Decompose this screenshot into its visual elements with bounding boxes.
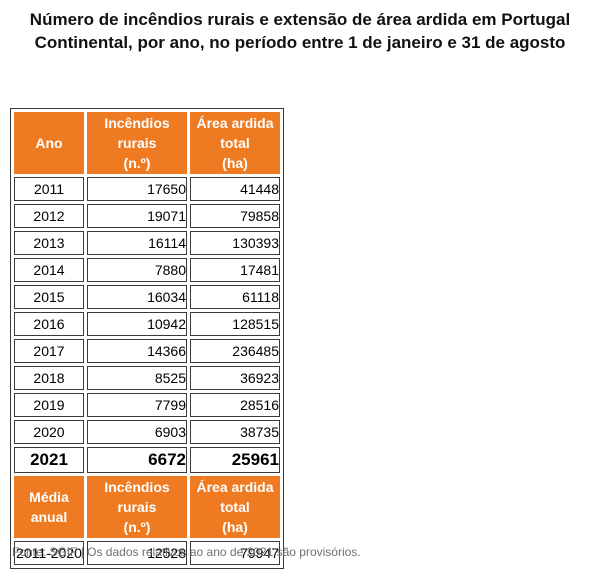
fires-cell: 16034 (87, 285, 187, 309)
footnote: Fonte: SGIF | Os dados relativos ao ano … (12, 545, 361, 559)
fires-table: Ano Incêndios rurais (n.º) Área ardida t… (10, 108, 284, 569)
year-cell: 2013 (14, 231, 84, 255)
header-fires: Incêndios rurais (n.º) (87, 112, 187, 174)
area-cell: 41448 (190, 177, 280, 201)
header-avg-area: Área ardida total (ha) (190, 476, 280, 538)
area-cell: 236485 (190, 339, 280, 363)
total-row: 2021 6672 25961 (14, 447, 280, 473)
fires-cell: 19071 (87, 204, 187, 228)
table-header-row: Ano Incêndios rurais (n.º) Área ardida t… (14, 112, 280, 174)
year-cell: 2017 (14, 339, 84, 363)
area-cell: 61118 (190, 285, 280, 309)
area-cell: 17481 (190, 258, 280, 282)
table-row: 2020 6903 38735 (14, 420, 280, 444)
header-average: Média anual (14, 476, 84, 538)
area-cell: 79858 (190, 204, 280, 228)
avg-header-row: Média anual Incêndios rurais (n.º) Área … (14, 476, 280, 538)
table-row: 2013 16114 130393 (14, 231, 280, 255)
table-row: 2017 14366 236485 (14, 339, 280, 363)
table-row: 2011 17650 41448 (14, 177, 280, 201)
total-fires-cell: 6672 (87, 447, 187, 473)
table-row: 2016 10942 128515 (14, 312, 280, 336)
title-line-2: Continental, por ano, no período entre 1… (34, 33, 566, 52)
total-area-cell: 25961 (190, 447, 280, 473)
area-cell: 130393 (190, 231, 280, 255)
area-cell: 38735 (190, 420, 280, 444)
avg-row: 2011-2020 12528 79947 (14, 541, 280, 565)
avg-period-cell: 2011-2020 (14, 541, 84, 565)
fires-cell: 14366 (87, 339, 187, 363)
area-cell: 36923 (190, 366, 280, 390)
year-cell: 2014 (14, 258, 84, 282)
fires-cell: 7880 (87, 258, 187, 282)
year-cell: 2016 (14, 312, 84, 336)
header-area: Área ardida total (ha) (190, 112, 280, 174)
header-year: Ano (14, 112, 84, 174)
year-cell: 2019 (14, 393, 84, 417)
page-title: Número de incêndios rurais e extensão de… (0, 8, 600, 54)
fires-cell: 6903 (87, 420, 187, 444)
year-cell: 2012 (14, 204, 84, 228)
fires-cell: 8525 (87, 366, 187, 390)
fires-cell: 16114 (87, 231, 187, 255)
title-line-1: Número de incêndios rurais e extensão de… (29, 10, 571, 29)
table-row: 2015 16034 61118 (14, 285, 280, 309)
table-row: 2019 7799 28516 (14, 393, 280, 417)
fires-cell: 7799 (87, 393, 187, 417)
area-cell: 28516 (190, 393, 280, 417)
total-year-cell: 2021 (14, 447, 84, 473)
fires-cell: 17650 (87, 177, 187, 201)
table-row: 2014 7880 17481 (14, 258, 280, 282)
year-cell: 2018 (14, 366, 84, 390)
table-row: 2018 8525 36923 (14, 366, 280, 390)
table-row: 2012 19071 79858 (14, 204, 280, 228)
year-cell: 2011 (14, 177, 84, 201)
fires-cell: 10942 (87, 312, 187, 336)
area-cell: 128515 (190, 312, 280, 336)
avg-fires-cell: 12528 (87, 541, 187, 565)
year-cell: 2020 (14, 420, 84, 444)
avg-area-cell: 79947 (190, 541, 280, 565)
year-cell: 2015 (14, 285, 84, 309)
header-avg-fires: Incêndios rurais (n.º) (87, 476, 187, 538)
